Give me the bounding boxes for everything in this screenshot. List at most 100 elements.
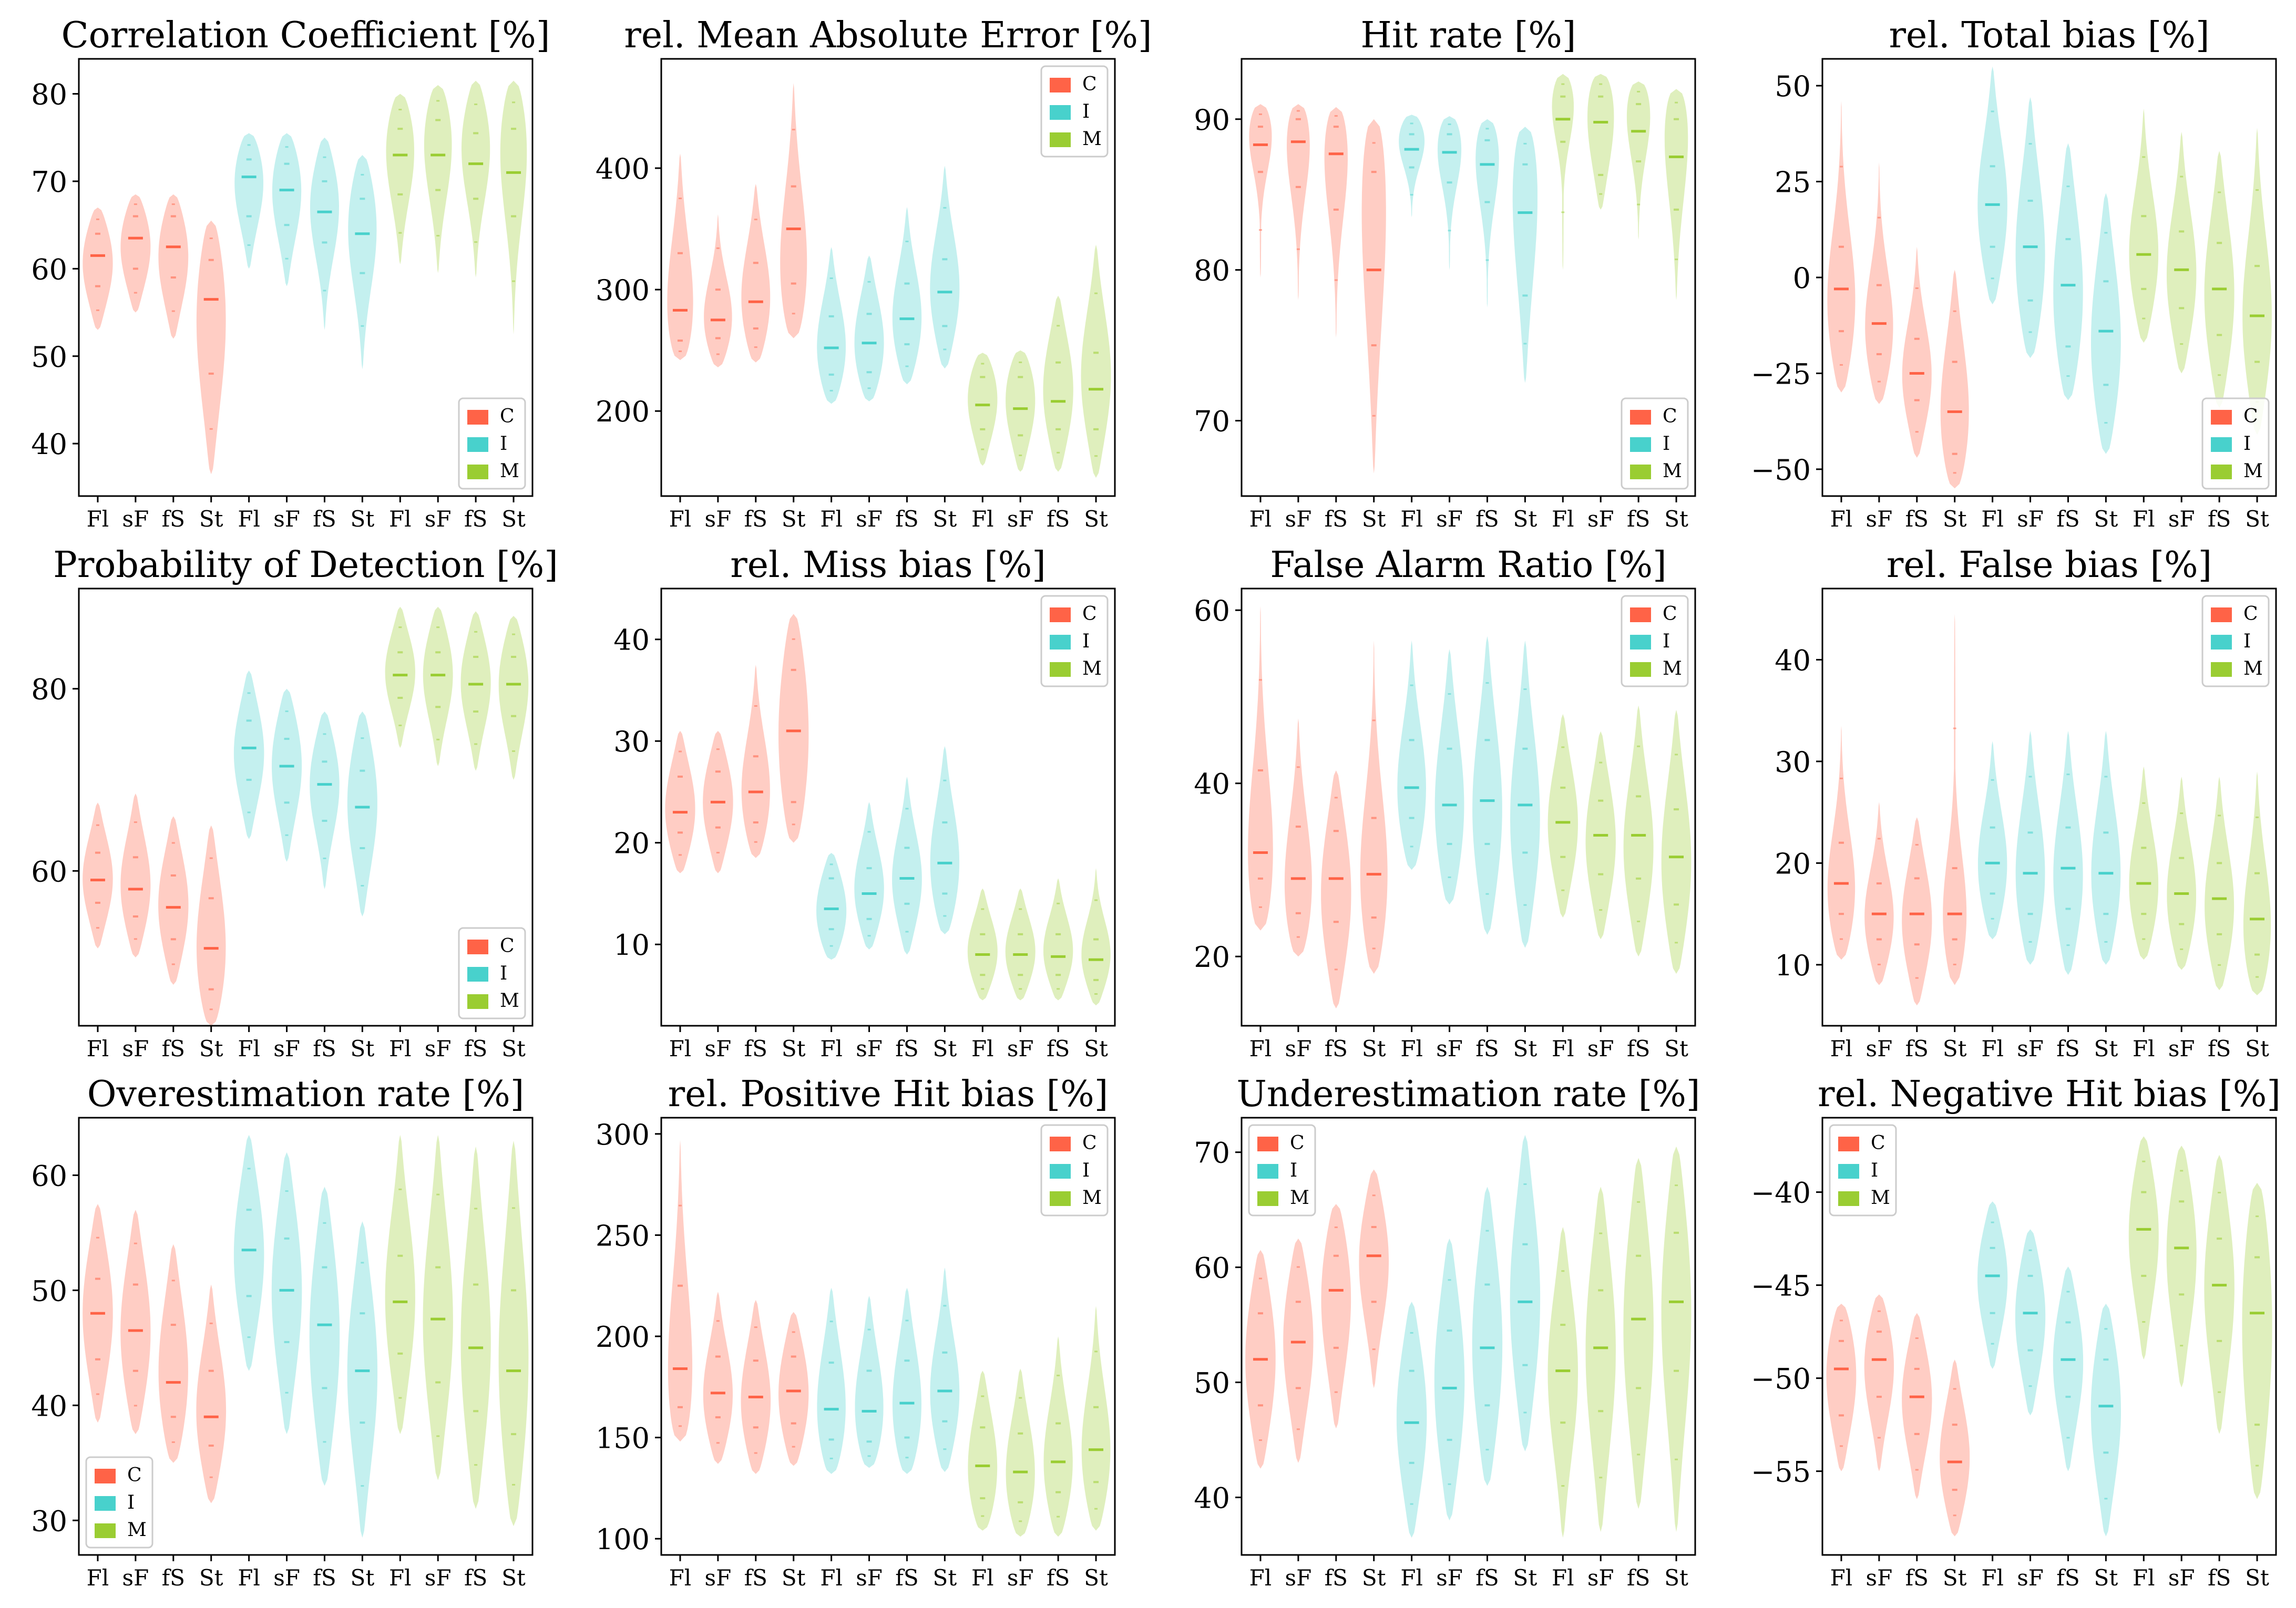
- x-tick-label: Fl: [1400, 506, 1423, 532]
- y-tick-label: 20: [613, 827, 650, 860]
- legend-label-C: C: [127, 1465, 142, 1486]
- violin-sF-I: [2015, 730, 2045, 965]
- violin-St-M: [1661, 709, 1692, 974]
- axes-frame: [660, 58, 1116, 497]
- legend: CIM: [1040, 1124, 1109, 1217]
- y-tick-label: 40: [1775, 644, 1811, 677]
- x-tick-label: sF: [122, 1036, 149, 1061]
- x-tick-label: St: [1513, 1565, 1538, 1591]
- x-tick-label: Fl: [971, 1565, 994, 1591]
- violin-St-C: [1360, 640, 1388, 974]
- legend-label-I: I: [2243, 631, 2251, 652]
- violin-Fl-C: [1248, 606, 1273, 931]
- violin-sF-C: [1864, 802, 1894, 985]
- y-tick-label: 200: [596, 1321, 650, 1354]
- y-tick-label: 30: [31, 1504, 67, 1538]
- y-tick-label: 20: [1194, 941, 1230, 974]
- y-tick-label: −40: [1751, 1177, 1811, 1210]
- legend: CIM: [1621, 397, 1689, 490]
- legend: CIM: [1248, 1124, 1316, 1217]
- y-tick-label: 25: [1775, 166, 1811, 199]
- x-tick-label: fS: [2208, 1036, 2231, 1061]
- panel-title: rel. False bias [%]: [1887, 544, 2212, 586]
- y-tick-label: 200: [596, 395, 650, 428]
- x-tick-label: Fl: [2133, 1565, 2155, 1591]
- x-tick-label: fS: [2208, 1565, 2231, 1591]
- violin-fS-M: [2205, 777, 2234, 991]
- x-tick-label: Fl: [1400, 1565, 1423, 1591]
- x-tick-label: fS: [1627, 506, 1650, 532]
- x-tick-label: sF: [1007, 1036, 1034, 1061]
- y-tick-label: 50: [31, 341, 67, 374]
- violin-fS-M: [462, 80, 490, 277]
- x-tick-label: fS: [2056, 1036, 2079, 1061]
- x-tick-label: sF: [273, 1565, 300, 1591]
- y-tick-label: 10: [613, 929, 650, 962]
- violin-Fl-I: [816, 853, 847, 960]
- violin-fS-M: [2204, 1155, 2234, 1434]
- axes-frame: [1821, 587, 2277, 1027]
- legend: CIM: [85, 1456, 153, 1549]
- x-tick-label: sF: [2017, 506, 2044, 532]
- y-tick-label: −25: [1751, 357, 1811, 390]
- panel-title: Correlation Coefficient [%]: [62, 15, 550, 56]
- violin-St-M: [498, 1140, 529, 1527]
- x-tick-label: Fl: [1830, 1036, 1853, 1061]
- violin-St-C: [1940, 1359, 1970, 1537]
- x-tick-label: sF: [425, 1565, 452, 1591]
- legend-label-M: M: [1871, 1187, 1890, 1209]
- axes-frame: [1241, 58, 1696, 497]
- violin-sF-C: [704, 214, 732, 367]
- x-tick-label: fS: [895, 506, 918, 532]
- legend-swatch-M: [2211, 662, 2232, 677]
- violin-St-I: [930, 166, 960, 369]
- violin-St-C: [1359, 1169, 1389, 1388]
- y-tick-label: 60: [1194, 594, 1230, 627]
- x-tick-label: Fl: [2133, 1036, 2155, 1061]
- x-tick-label: St: [782, 506, 806, 532]
- violin-Fl-M: [386, 94, 414, 264]
- panel-title: rel. Negative Hit bias [%]: [1818, 1074, 2281, 1115]
- legend-swatch-M: [95, 1523, 116, 1538]
- violin-fS-M: [1623, 705, 1654, 957]
- legend-swatch-C: [1050, 78, 1071, 92]
- legend-swatch-M: [1050, 1191, 1071, 1206]
- violin-fS-I: [892, 207, 922, 385]
- violin-Fl-M: [967, 888, 998, 1001]
- violin-fS-C: [1902, 817, 1932, 1006]
- violin-Fl-C: [665, 730, 695, 873]
- legend-swatch-I: [1257, 1164, 1278, 1179]
- violin-sF-M: [423, 606, 453, 766]
- y-tick-label: −50: [1751, 453, 1811, 487]
- x-tick-label: sF: [1285, 1036, 1312, 1061]
- panel-title: Underestimation rate [%]: [1237, 1074, 1700, 1115]
- violin-sF-C: [120, 1210, 151, 1435]
- violin-St-I: [2090, 1304, 2121, 1537]
- x-tick-label: St: [199, 1036, 223, 1061]
- x-tick-label: sF: [856, 1036, 883, 1061]
- legend-label-I: I: [500, 433, 507, 455]
- violin-Fl-C: [83, 802, 113, 949]
- y-tick-label: 30: [613, 725, 650, 758]
- legend-label-C: C: [1082, 1132, 1097, 1154]
- x-tick-label: St: [1084, 1565, 1108, 1591]
- x-tick-label: fS: [1627, 1565, 1650, 1591]
- y-tick-label: 40: [613, 624, 650, 657]
- legend: CIM: [1829, 1124, 1897, 1217]
- axes-frame: [78, 1117, 534, 1556]
- y-tick-label: 40: [31, 1389, 67, 1423]
- x-tick-label: sF: [2168, 1565, 2195, 1591]
- legend-label-I: I: [1663, 433, 1670, 455]
- x-tick-label: St: [1664, 1565, 1688, 1591]
- violin-sF-I: [272, 688, 302, 862]
- x-tick-label: Fl: [1830, 506, 1853, 532]
- violin-sF-I: [2015, 1229, 2046, 1416]
- violin-St-M: [500, 80, 527, 335]
- legend: CIM: [2201, 595, 2270, 687]
- x-tick-label: Fl: [1981, 1036, 2004, 1061]
- legend-label-M: M: [1290, 1187, 1309, 1209]
